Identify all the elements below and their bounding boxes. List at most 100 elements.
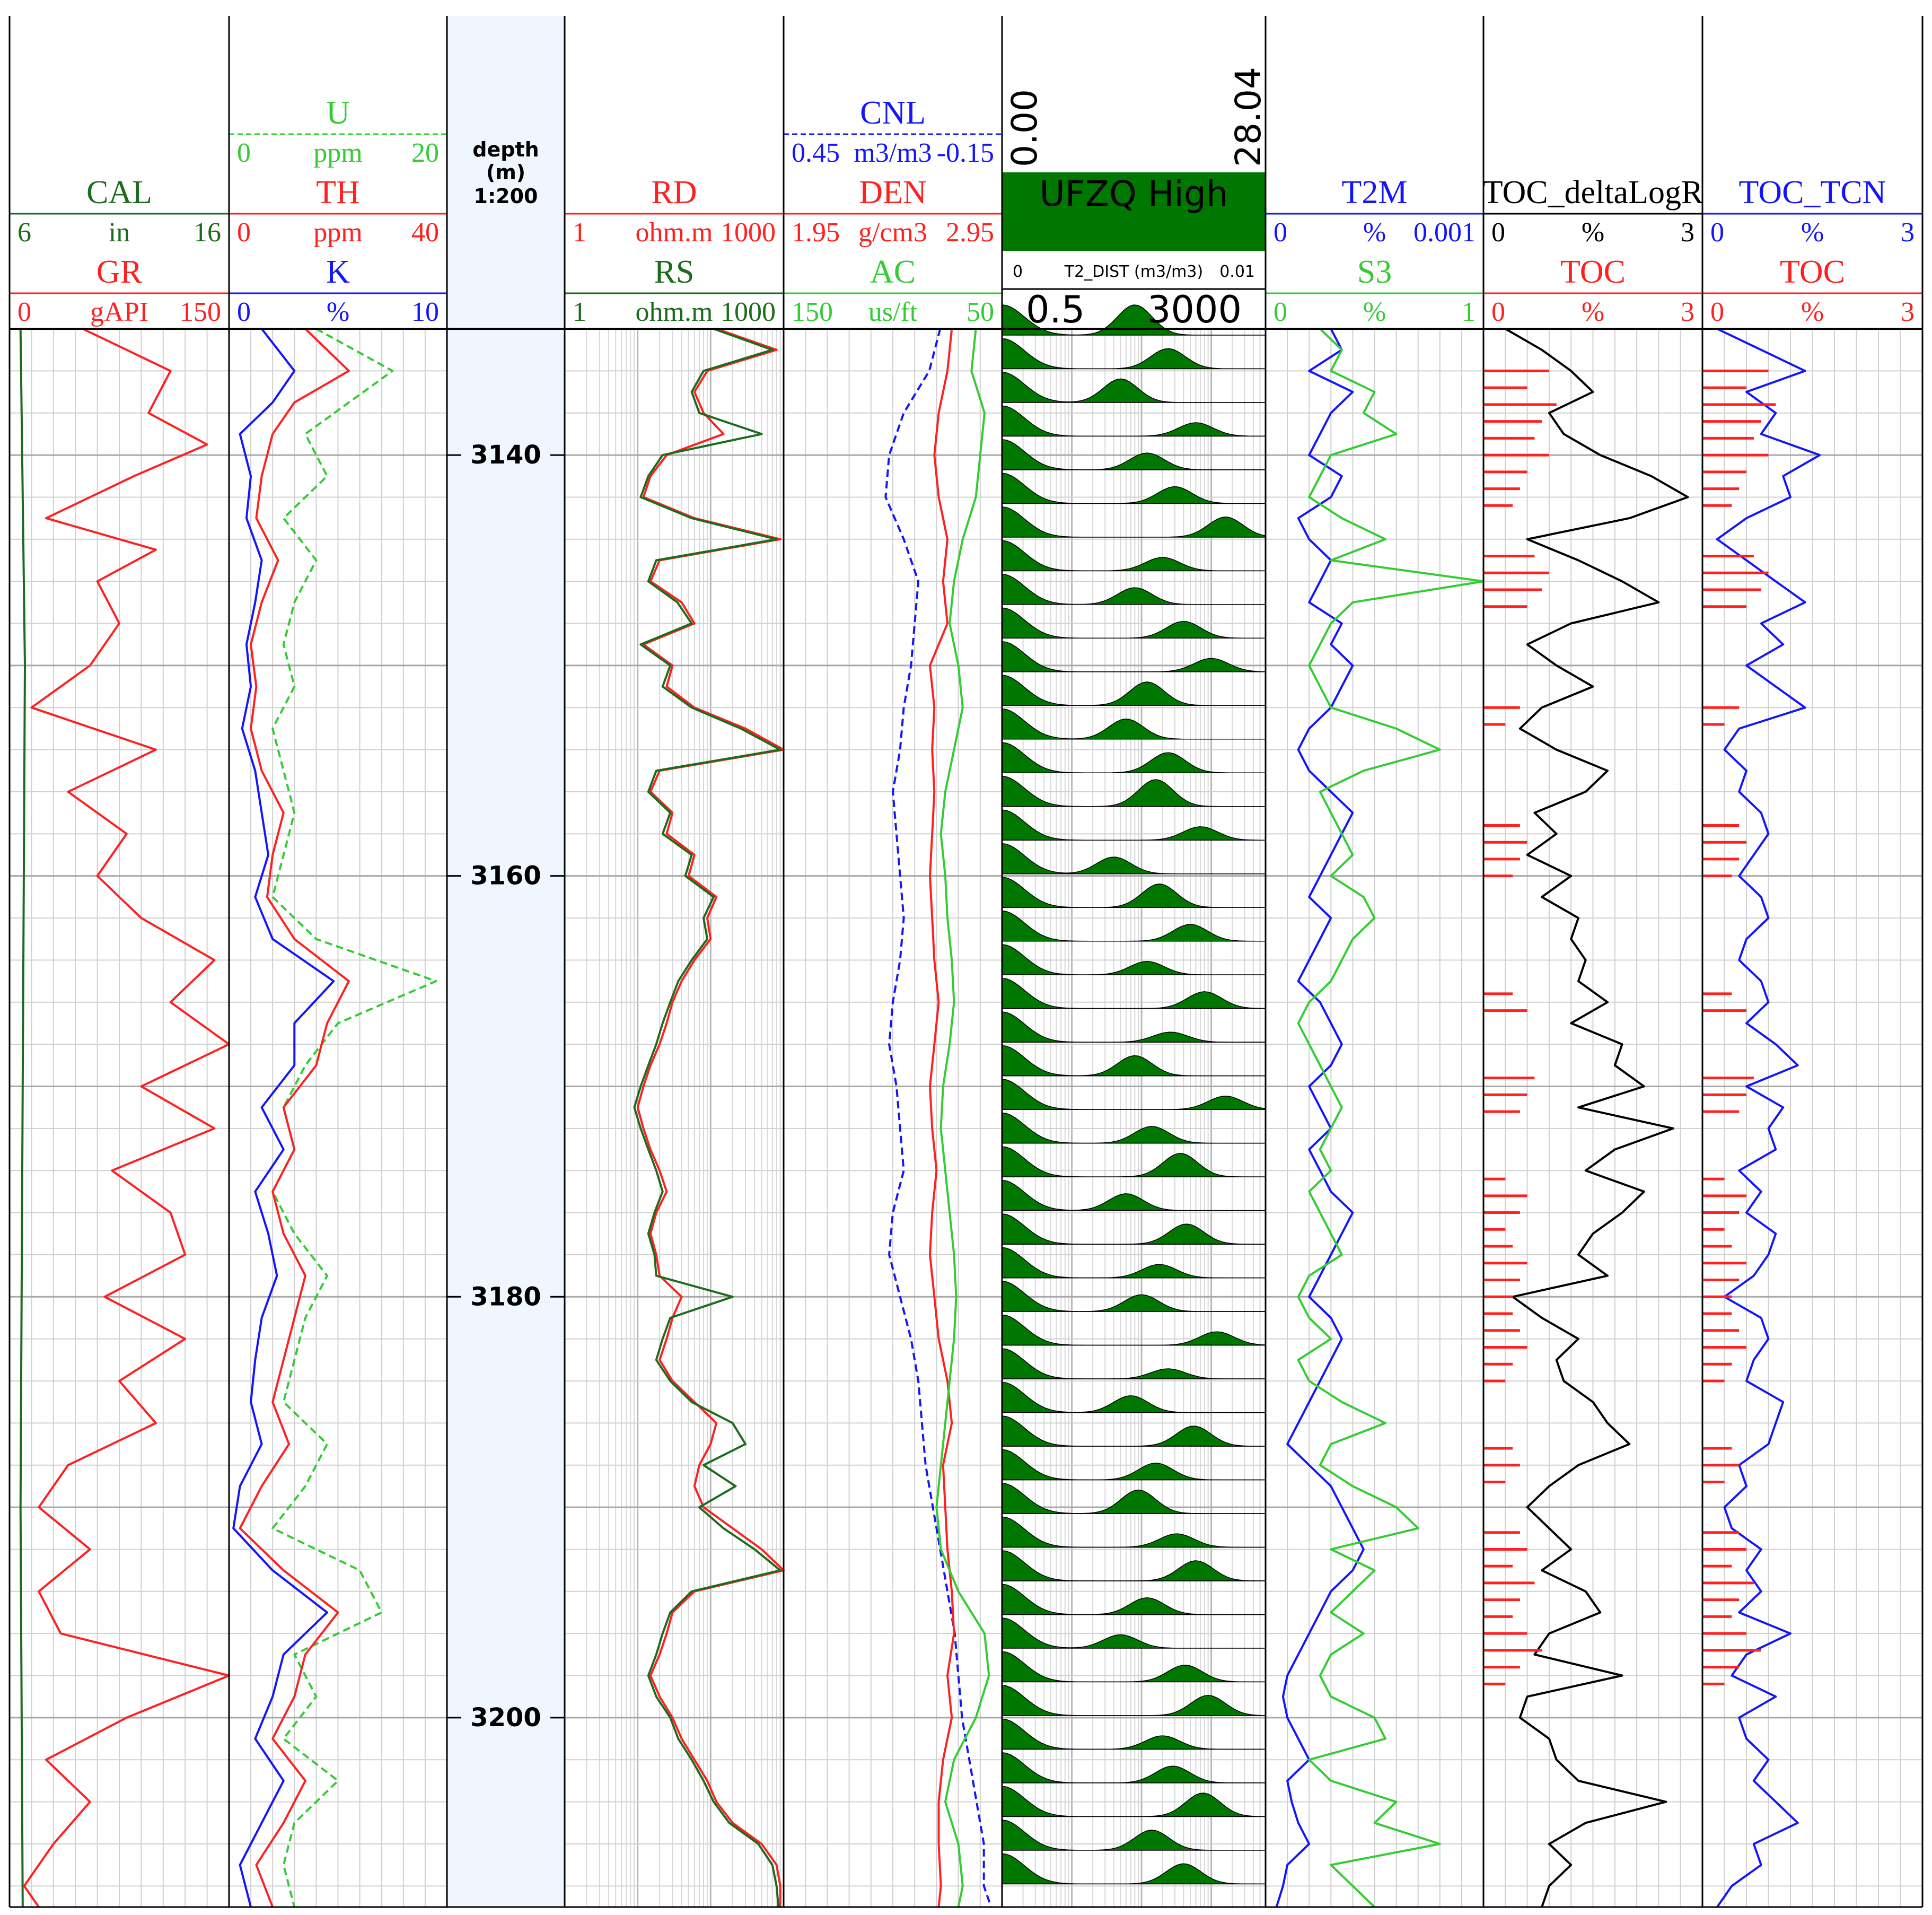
track-2-k-scale-unit: % (327, 297, 349, 327)
t2-spectrum (1002, 1482, 1266, 1514)
track-borders (8, 16, 1924, 1908)
track-2-k-label: K (326, 254, 350, 290)
depth-tick-label: 3140 (470, 440, 541, 470)
track-toc-tcn-toc-label: TOC (1780, 254, 1845, 290)
t2-spectrum (1002, 1045, 1266, 1077)
track-2-u-label: U (326, 95, 350, 131)
depth-track-unit: (m) (486, 161, 525, 184)
track-2-k-scale-max: 10 (411, 297, 439, 327)
track-toc-dlr-toc-deltalogr-scale-unit: % (1582, 217, 1604, 248)
t2-dist-scale-max: 0.01 (1219, 263, 1255, 281)
track-poro-den-scale-max: 2.95 (946, 217, 994, 248)
cnl-curve (884, 328, 993, 1908)
t2-spectrum (1002, 540, 1266, 572)
t2-spectrum (1002, 1247, 1266, 1279)
track-t2m-t2m-scale-unit: % (1363, 217, 1386, 248)
track-1-gr-scale-unit: gAPI (90, 297, 148, 327)
t2-spectrum (1002, 1819, 1266, 1851)
track-2-u-scale-unit: ppm (313, 138, 362, 168)
t2-spectrum (1002, 1684, 1266, 1716)
track-1-cal-label: CAL (86, 174, 152, 211)
track-toc-dlr-toc-label: TOC (1560, 254, 1626, 290)
track-res-rs-label: RS (654, 254, 695, 290)
t2-spectrum (1002, 1651, 1266, 1683)
ac-curve (935, 328, 990, 1908)
track-1-gr-label: GR (96, 254, 143, 290)
track-poro-ac-scale-min: 150 (792, 297, 833, 327)
track-t2m-s3-scale-min: 0 (1274, 297, 1287, 327)
t2-spectrum (1002, 1550, 1266, 1581)
grid-lines (10, 328, 1922, 1907)
ufzq-scale-min: 0.00 (1004, 89, 1045, 167)
t2-spectrum (1002, 1146, 1266, 1177)
curve-traces (19, 304, 1821, 1908)
track-res-rs-scale-unit: ohm.m (636, 297, 713, 327)
track-1-cal-scale-max: 16 (194, 217, 221, 248)
t2-spectrum (1002, 1011, 1266, 1043)
track-t2m-t2m-label: T2M (1342, 174, 1408, 211)
track-toc-tcn-toc-scale-max: 3 (1901, 297, 1915, 327)
track-poro-ac-label: AC (870, 254, 916, 290)
track-2-th-scale-unit: ppm (313, 217, 362, 248)
t2-spectrum (1002, 1314, 1266, 1346)
u-curve (271, 328, 437, 1908)
ufzq-high-label: UFZQ High (1039, 173, 1228, 214)
t2-spectrum (1002, 473, 1266, 504)
track-res-rd-label: RD (651, 174, 697, 211)
depth-tick-label: 3180 (470, 1282, 541, 1311)
ufzq-scale-max: 28.04 (1228, 67, 1269, 167)
t2-axis-max: 3000 (1147, 288, 1242, 331)
th-curve (239, 328, 350, 1908)
depth-track: depth (m) 1:200 3140 3160 3180 3200 (447, 138, 565, 1733)
s3-curve (1297, 328, 1485, 1908)
t2-dist-label: T2_DIST (m3/m3) (1064, 263, 1203, 281)
t2-spectrum (1002, 1752, 1266, 1783)
track-poro-ac-scale-unit: us/ft (868, 297, 918, 327)
track-toc-dlr-toc-scale-min: 0 (1491, 297, 1505, 327)
t2-spectrum (1002, 675, 1266, 706)
k-curve (232, 328, 335, 1908)
track-poro-cnl-scale-unit: m3/m3 (854, 138, 932, 168)
track-poro-cnl-label: CNL (860, 95, 926, 131)
t2-spectrum (1002, 506, 1266, 538)
track-toc-tcn-toc-tcn-scale-unit: % (1801, 217, 1824, 248)
t2-spectrum (1002, 1584, 1266, 1615)
t2-spectrum (1002, 338, 1266, 370)
t2-spectrum (1002, 708, 1266, 740)
toc-tcn-curve (1716, 328, 1821, 1908)
track-toc-dlr-toc-deltalogr-scale-min: 0 (1491, 217, 1505, 248)
track-res-rd-scale-unit: ohm.m (636, 217, 713, 248)
depth-tick-label: 3160 (470, 861, 541, 891)
t2-spectrum (1002, 405, 1266, 437)
depth-track-background (447, 16, 565, 1907)
track-toc-tcn-toc-tcn-scale-max: 3 (1901, 217, 1915, 248)
track-2-th-label: TH (316, 174, 360, 211)
toc-deltalogr-curve (1505, 328, 1689, 1908)
track-1-gr-scale-min: 0 (17, 297, 31, 327)
t2-spectrum (1002, 742, 1266, 773)
t2-spectrum (1002, 843, 1266, 875)
den-curve (929, 328, 955, 1908)
t2-axis-min: 0.5 (1026, 288, 1085, 331)
track-toc-dlr-toc-scale-unit: % (1582, 297, 1604, 327)
track-poro-den-label: DEN (859, 174, 926, 211)
track-toc-dlr-toc-scale-max: 3 (1681, 297, 1694, 327)
t2-spectrum (1002, 1718, 1266, 1750)
track-2-u-scale-max: 20 (411, 138, 439, 168)
t2m-curve (1275, 328, 1365, 1908)
track-2-th-scale-min: 0 (237, 217, 251, 248)
track-t2m-t2m-scale-min: 0 (1274, 217, 1287, 248)
track-2-k-scale-min: 0 (237, 297, 251, 327)
track-t2m-s3-label: S3 (1357, 254, 1392, 290)
track-1-cal-scale-unit: in (109, 217, 130, 248)
track-res-rd-scale-min: 1 (573, 217, 586, 248)
track-res-rs-scale-min: 1 (573, 297, 586, 327)
t2-spectrum (1002, 809, 1266, 841)
rs-curve (633, 328, 781, 1908)
track-toc-dlr-toc-deltalogr-label: TOC_deltaLogR (1483, 174, 1703, 211)
t2-spectrum (1002, 1348, 1266, 1379)
ufzq-high-fill (1002, 172, 1266, 251)
track-1-cal-scale-min: 6 (17, 217, 31, 248)
